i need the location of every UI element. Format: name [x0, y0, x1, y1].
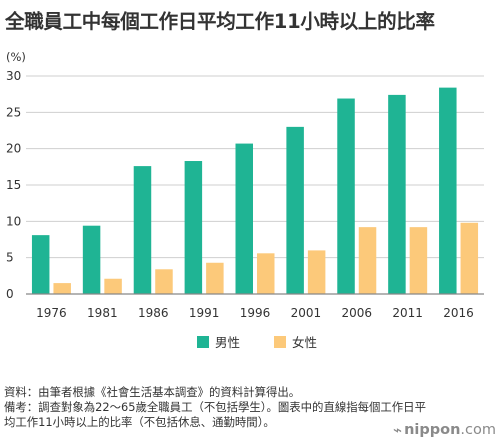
- y-tick-label-5: 5: [6, 251, 14, 265]
- bar-chart: 0 5 10 15 20 25 30 1976 1981 1986 1991 1996 2001 2006…: [6, 50, 484, 350]
- x-tick-label-1986: 1986: [138, 306, 169, 320]
- brand-name: nippon: [404, 422, 461, 438]
- bar-male-1986: [133, 166, 152, 294]
- bar-male-1996: [235, 143, 253, 294]
- chart-notes: 資料：由筆者根據《社會生活基本調查》的資料計算得出。 備考：調查對象為22～65…: [4, 385, 500, 430]
- x-tick-label-2016: 2016: [443, 306, 474, 320]
- brand-suffix: .com: [460, 422, 496, 438]
- y-tick-label-15: 15: [6, 178, 21, 192]
- chart-title: 全職員工中每個工作日平均工作11小時以上的比率: [5, 10, 435, 33]
- y-tick-label-20: 20: [6, 142, 21, 156]
- y-tick-label-0: 0: [6, 287, 14, 301]
- bars: [31, 87, 479, 294]
- x-tick-label-1996: 1996: [240, 306, 271, 320]
- bar-female-2011: [409, 227, 428, 294]
- brand-logo: ⌁ nippon.com: [393, 421, 496, 439]
- bar-female-2016: [460, 222, 479, 294]
- y-axis-unit-label: (%): [6, 50, 26, 64]
- x-tick-label-1976: 1976: [36, 306, 67, 320]
- axes: 0 5 10 15 20 25 30 1976 1981 1986 1991 1996 2001 2006…: [6, 69, 484, 320]
- legend-swatch-male: [197, 336, 209, 348]
- bar-female-1976: [53, 283, 71, 294]
- bar-male-1976: [31, 235, 50, 294]
- bar-male-1991: [184, 161, 203, 294]
- x-tick-label-2001: 2001: [291, 306, 322, 320]
- y-tick-label-30: 30: [6, 69, 21, 83]
- x-tick-label-1991: 1991: [189, 306, 220, 320]
- x-tick-label-2006: 2006: [342, 306, 373, 320]
- legend: 男性 女性: [197, 335, 317, 350]
- remark-note-line-2: 均工作11小時以上的比率（不包括休息、通勤時間）。: [4, 415, 275, 429]
- legend-label-female: 女性: [292, 335, 317, 350]
- remark-note-line-1: 備考：調查對象為22～65歲全職員工（不包括學生）。圖表中的直線指每個工作日平: [4, 400, 426, 414]
- x-tick-label-2011: 2011: [392, 306, 423, 320]
- y-tick-label-10: 10: [6, 214, 21, 228]
- grid-lines: [26, 75, 484, 259]
- bar-female-2006: [358, 227, 377, 294]
- bar-female-1991: [206, 262, 224, 294]
- sig-mark-icon: ⌁: [393, 421, 403, 439]
- y-tick-label-25: 25: [6, 105, 21, 119]
- bar-male-1981: [82, 225, 101, 294]
- bar-female-1981: [104, 278, 122, 294]
- legend-label-male: 男性: [215, 335, 240, 350]
- bar-male-2016: [439, 87, 457, 294]
- x-tick-label-1981: 1981: [87, 306, 118, 320]
- bar-female-1986: [155, 269, 173, 294]
- source-note: 資料：由筆者根據《社會生活基本調查》的資料計算得出。: [4, 385, 301, 399]
- bar-male-2001: [286, 126, 304, 294]
- bar-female-1996: [257, 253, 275, 294]
- bar-female-2001: [307, 250, 326, 294]
- legend-swatch-female: [274, 336, 286, 348]
- bar-male-2006: [337, 98, 355, 294]
- bar-male-2011: [388, 94, 406, 294]
